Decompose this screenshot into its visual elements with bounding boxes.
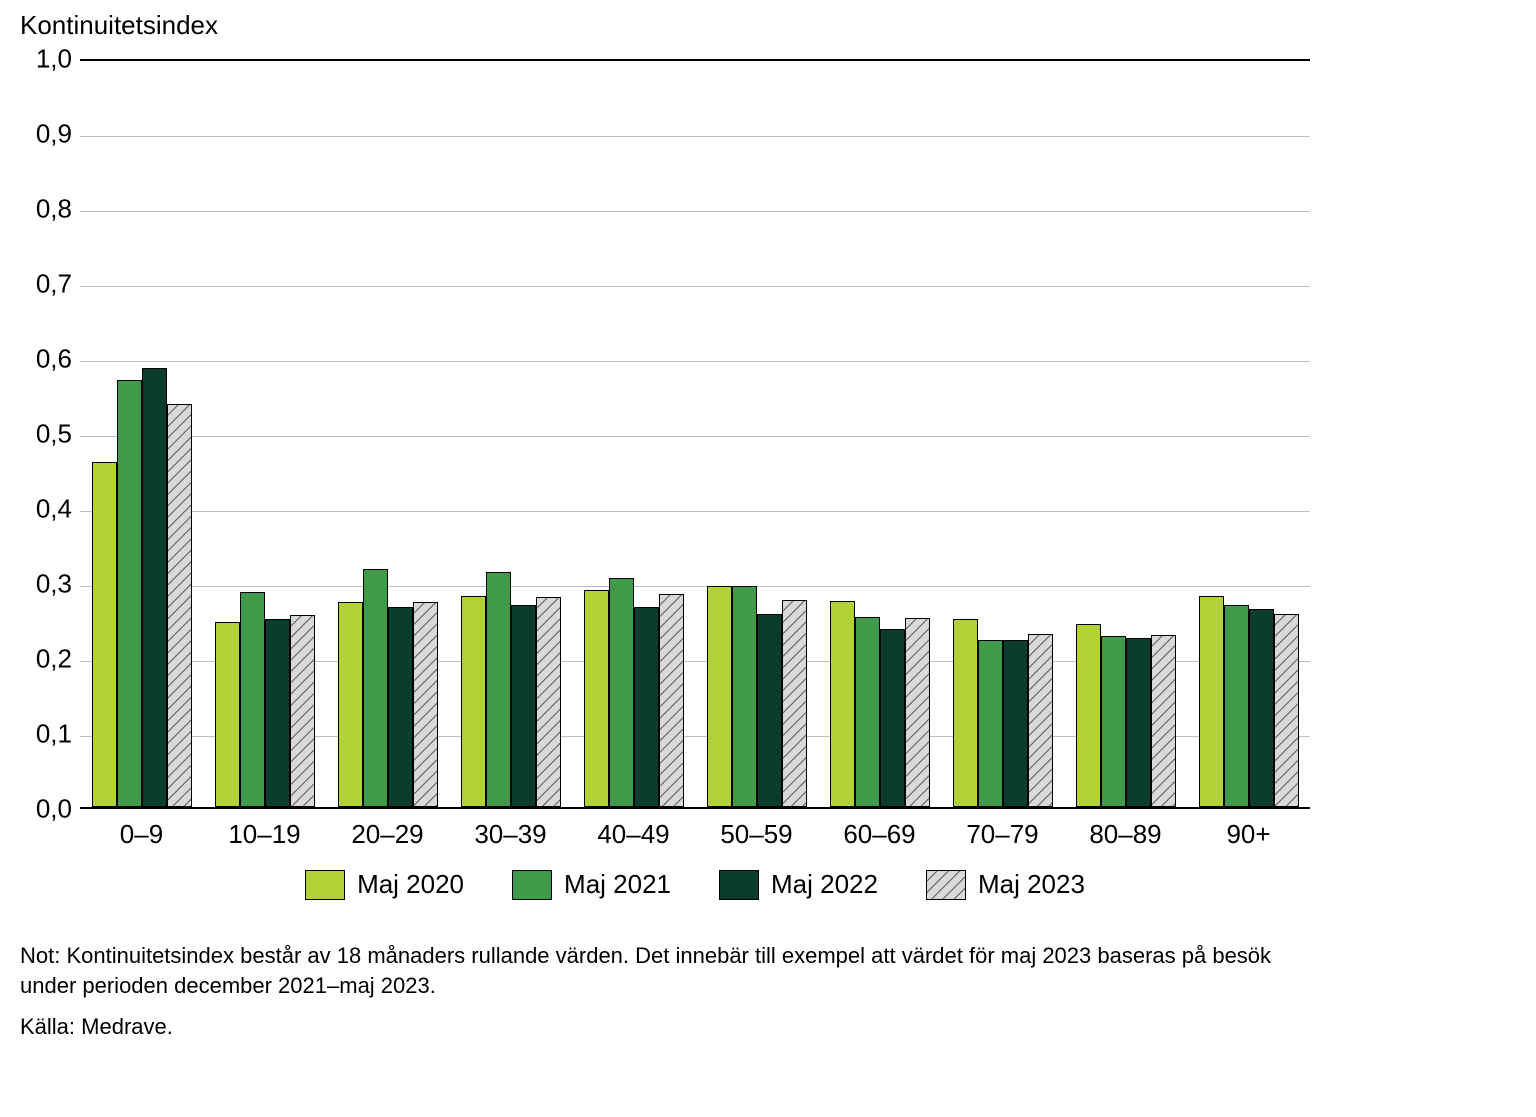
ytick-label: 0,3 [20, 569, 72, 600]
legend-label: Maj 2021 [564, 869, 671, 900]
bar [240, 592, 265, 807]
xtick-label: 30–39 [474, 819, 546, 850]
legend-item: Maj 2022 [719, 869, 878, 900]
legend-item: Maj 2023 [926, 869, 1085, 900]
ytick-label: 0,5 [20, 419, 72, 450]
xtick-label: 80–89 [1089, 819, 1161, 850]
bar [1076, 624, 1101, 807]
bar [167, 404, 192, 807]
bar [92, 462, 117, 807]
xtick-label: 50–59 [720, 819, 792, 850]
legend: Maj 2020 Maj 2021 Maj 2022 Maj 2023 [80, 869, 1310, 900]
bars-layer [80, 61, 1310, 807]
bar [117, 380, 142, 808]
footnote-source: Källa: Medrave. [20, 1012, 1310, 1042]
legend-label: Maj 2022 [771, 869, 878, 900]
bar [732, 586, 757, 807]
ytick-label: 0,1 [20, 719, 72, 750]
legend-swatch [719, 870, 759, 900]
ytick-label: 0,6 [20, 344, 72, 375]
bar [363, 569, 388, 807]
xtick-label: 70–79 [966, 819, 1038, 850]
xtick-label: 60–69 [843, 819, 915, 850]
bar [659, 594, 684, 807]
bar [1224, 605, 1249, 808]
bar [782, 600, 807, 807]
chart-container: Kontinuitetsindex 0,0 0,1 0,2 0,3 0,4 0,5 0,6 0… [0, 0, 1536, 1117]
bar [1151, 635, 1176, 807]
bar [953, 619, 978, 807]
bar [978, 640, 1003, 807]
bar [1249, 609, 1274, 807]
legend-item: Maj 2021 [512, 869, 671, 900]
bar [461, 596, 486, 807]
bar [584, 590, 609, 808]
legend-swatch [305, 870, 345, 900]
bar [486, 572, 511, 808]
bar [1028, 634, 1053, 807]
ytick-label: 0,7 [20, 269, 72, 300]
bar [1199, 596, 1224, 807]
bar [536, 597, 561, 807]
bar [707, 586, 732, 807]
legend-swatch [512, 870, 552, 900]
bar [1101, 636, 1126, 807]
bar [338, 602, 363, 807]
legend-label: Maj 2023 [978, 869, 1085, 900]
bar [1003, 640, 1028, 807]
bar [634, 607, 659, 807]
xtick-label: 20–29 [351, 819, 423, 850]
bar [142, 368, 167, 807]
chart-wrap: 0,00,10,20,30,40,50,60,70,80,91,0 0–910–… [20, 59, 1516, 929]
ytick-label: 0,4 [20, 494, 72, 525]
ytick-label: 1,0 [20, 44, 72, 75]
bar [1126, 638, 1151, 808]
xtick-label: 0–9 [120, 819, 163, 850]
ytick-label: 0,9 [20, 119, 72, 150]
bar [413, 602, 438, 807]
bar [830, 601, 855, 807]
bar [1274, 614, 1299, 807]
xtick-label: 40–49 [597, 819, 669, 850]
legend-item: Maj 2020 [305, 869, 464, 900]
xtick-label: 90+ [1226, 819, 1270, 850]
chart-title: Kontinuitetsindex [20, 10, 1516, 47]
bar [757, 614, 782, 808]
xtick-label: 10–19 [228, 819, 300, 850]
ytick-label: 0,8 [20, 194, 72, 225]
footnote-note: Not: Kontinuitetsindex består av 18 måna… [20, 941, 1310, 1000]
legend-swatch [926, 870, 966, 900]
legend-label: Maj 2020 [357, 869, 464, 900]
ytick-label: 0,0 [20, 794, 72, 825]
bar [880, 629, 905, 807]
bar [290, 615, 315, 807]
bar [905, 618, 930, 807]
bar [609, 578, 634, 808]
bar [215, 622, 240, 807]
plot-area [80, 59, 1310, 809]
bar [511, 605, 536, 808]
bar [388, 607, 413, 807]
ytick-label: 0,2 [20, 644, 72, 675]
bar [265, 619, 290, 807]
bar [855, 617, 880, 808]
